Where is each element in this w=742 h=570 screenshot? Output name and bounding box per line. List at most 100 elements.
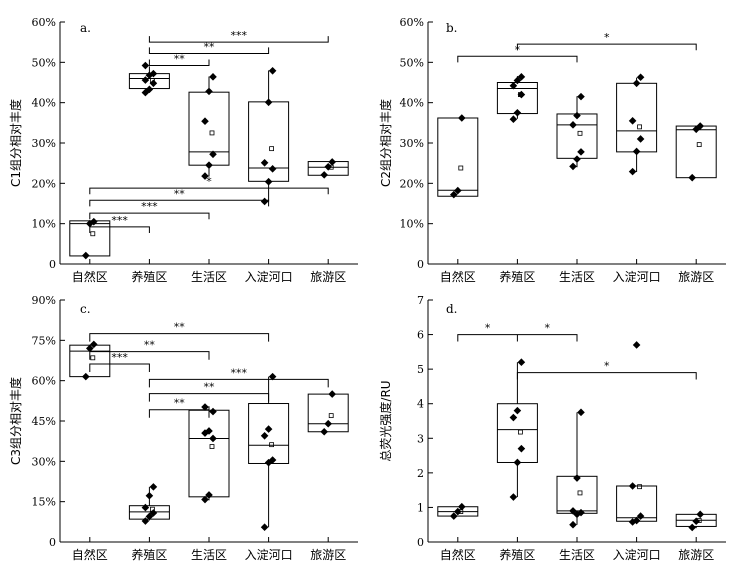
- box-4: [616, 77, 658, 173]
- mean-marker: [577, 130, 583, 136]
- bracket-line: [457, 55, 578, 63]
- y-tick-label: 10%: [400, 218, 424, 231]
- bracket-line: [516, 372, 697, 380]
- data-point: [260, 158, 269, 167]
- data-point: [692, 517, 700, 526]
- data-point: [145, 85, 154, 94]
- data-point: [573, 111, 581, 120]
- y-tick-label: 5: [417, 363, 424, 376]
- chart-panel-2: 0 10% 20% 30% 40% 50% 60% 自然区 养殖区 生活区 入淀河口 旅游区 C2组分相…: [378, 16, 726, 284]
- y-tick-label: 0: [49, 536, 56, 549]
- chart-panel-3: 0 15% 30% 45% 60% 75% 90% 自然区 养殖区 生活区 入淀河口 旅游区 C3组分相…: [8, 294, 358, 562]
- bracket-line: [148, 59, 210, 67]
- box-iqr: [496, 82, 538, 115]
- significance-bracket: **: [89, 187, 270, 207]
- significance-label: ***: [141, 200, 158, 213]
- data-point: [509, 115, 518, 124]
- box-3: [556, 412, 598, 525]
- significance-bracket: ***: [89, 214, 150, 233]
- bracket-line: [89, 226, 150, 233]
- data-point: [573, 155, 581, 163]
- mean-marker: [90, 355, 96, 361]
- data-point: [205, 427, 213, 435]
- mean-marker: [696, 142, 702, 148]
- panel-label: a.: [80, 21, 91, 35]
- data-point: [632, 516, 641, 525]
- data-point: [688, 173, 696, 182]
- significance-bracket: *: [89, 175, 329, 195]
- data-point: [577, 148, 585, 156]
- x-tick-label: 入淀河口: [245, 270, 293, 284]
- data-point: [320, 171, 328, 179]
- box-iqr: [307, 161, 349, 176]
- y-tick-label: 2: [417, 467, 424, 480]
- y-tick-label: 60%: [400, 16, 424, 29]
- data-point: [632, 147, 641, 156]
- y-tick-label: 60%: [32, 375, 56, 388]
- bracket-line: [89, 199, 270, 207]
- data-point: [450, 190, 458, 199]
- y-tick-label: 90%: [32, 294, 56, 307]
- y-tick-label: 40%: [32, 97, 56, 110]
- box-iqr: [556, 113, 598, 159]
- data-point: [569, 162, 577, 171]
- significance-bracket: **: [89, 339, 210, 360]
- data-point: [696, 510, 704, 519]
- data-point: [320, 427, 328, 436]
- y-tick-label: 15%: [32, 496, 56, 509]
- data-point: [636, 73, 645, 82]
- mean-marker: [458, 165, 464, 171]
- box-iqr: [248, 403, 290, 464]
- data-point: [517, 444, 526, 453]
- data-point: [205, 87, 213, 96]
- significance-bracket: *: [516, 360, 697, 380]
- mean-marker: [577, 490, 583, 496]
- data-point: [260, 431, 269, 440]
- data-point: [149, 483, 158, 491]
- significance-label: *: [515, 43, 521, 56]
- y-axis-label: C3组分相对丰度: [8, 377, 23, 465]
- data-point: [209, 434, 217, 443]
- data-point: [201, 495, 209, 504]
- significance-label: **: [174, 187, 186, 200]
- x-tick-label: 生活区: [191, 548, 227, 562]
- data-point: [458, 502, 466, 511]
- y-tick-label: 50%: [400, 56, 424, 69]
- box-2: [496, 362, 538, 498]
- x-tick-label: 养殖区: [131, 547, 167, 562]
- data-point: [328, 158, 336, 166]
- y-tick-label: 60%: [32, 16, 56, 29]
- y-tick-label: 20%: [32, 177, 56, 190]
- x-tick-label: 自然区: [440, 269, 476, 284]
- data-point: [569, 507, 577, 515]
- data-point: [268, 165, 277, 173]
- data-point: [632, 341, 641, 349]
- panel-label: c.: [80, 302, 91, 316]
- bracket-line: [148, 378, 329, 388]
- y-tick-label: 0: [417, 536, 424, 549]
- significance-label: *: [206, 175, 212, 188]
- data-point: [260, 523, 269, 532]
- x-tick-label: 自然区: [72, 547, 108, 562]
- data-point: [201, 117, 209, 126]
- data-point: [141, 76, 150, 84]
- data-point: [632, 79, 641, 88]
- significance-label: **: [204, 381, 216, 394]
- mean-marker: [518, 429, 523, 435]
- data-point: [141, 61, 150, 70]
- mean-marker: [637, 484, 642, 490]
- data-point: [573, 474, 581, 482]
- y-tick-label: 30%: [400, 137, 424, 150]
- mean-marker: [90, 231, 96, 237]
- significance-bracket: **: [89, 321, 270, 342]
- y-tick-label: 40%: [400, 97, 424, 110]
- chart-panel-1: 0 10% 20% 30% 40% 50% 60% 自然区 养殖区 生活区 入淀河口 旅游区 C1组分相…: [8, 16, 358, 284]
- data-point: [260, 197, 269, 206]
- data-point: [90, 340, 98, 349]
- significance-bracket: **: [148, 53, 210, 67]
- bracket-line: [516, 43, 697, 51]
- bracket-line: [89, 212, 210, 220]
- y-tick-label: 7: [417, 294, 424, 307]
- x-tick-label: 养殖区: [131, 269, 167, 284]
- mean-marker: [269, 442, 275, 448]
